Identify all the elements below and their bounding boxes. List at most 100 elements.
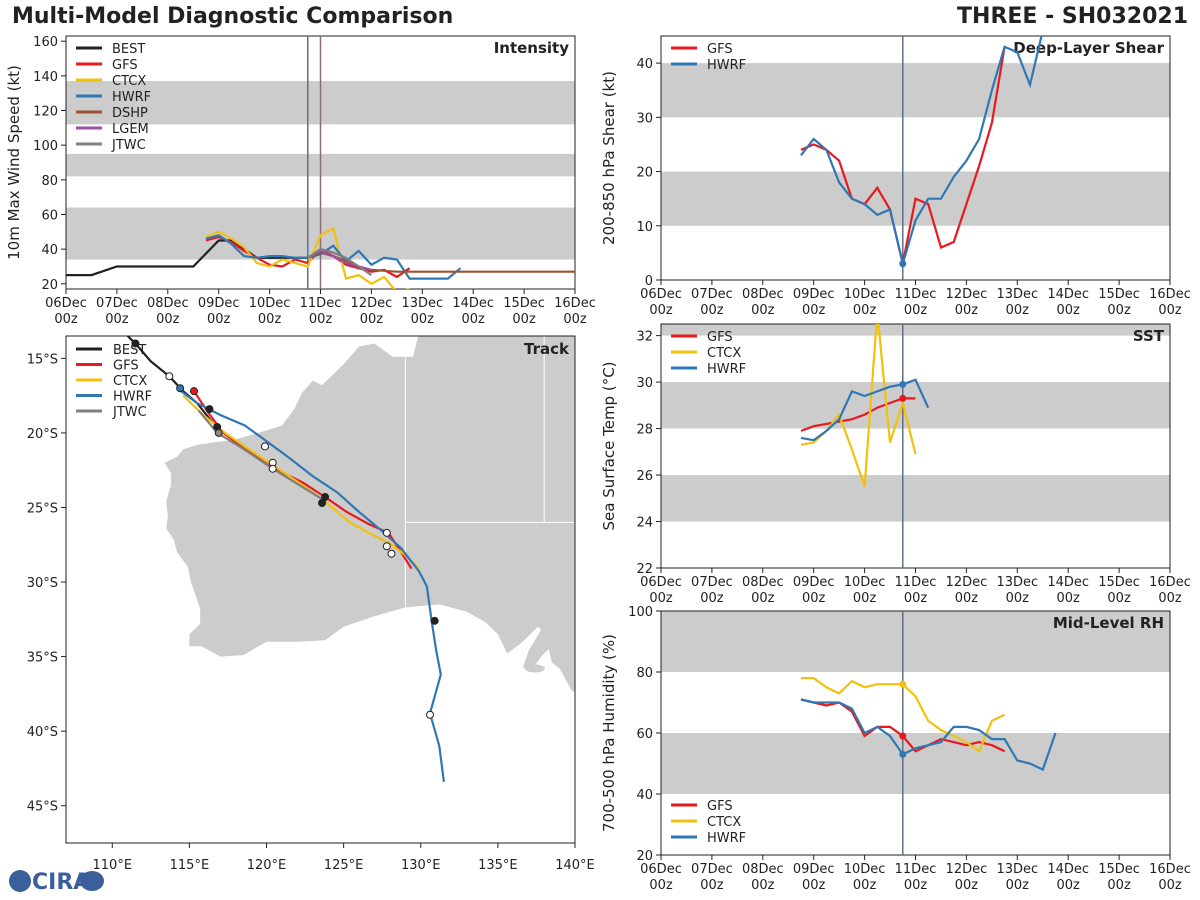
- kangaroo-island-land: [524, 664, 545, 673]
- sst-xtick-label: 07Dec: [691, 575, 733, 590]
- shear-xtick-sub: 00z: [1006, 303, 1030, 318]
- track-point-15: [190, 387, 199, 396]
- shear-xtick-label: 13Dec: [996, 287, 1038, 302]
- shear-xtick-label: 07Dec: [691, 287, 733, 302]
- shear-xtick-sub: 00z: [802, 303, 826, 318]
- intensity-xtick-label: 13Dec: [401, 296, 443, 311]
- track-point-14: [426, 710, 435, 719]
- sst-band-0: [661, 475, 1170, 522]
- rh-xtick-sub: 00z: [1057, 878, 1081, 893]
- rh-series-hwrf: [800, 698, 1057, 772]
- shear-xtick-sub: 00z: [955, 303, 979, 318]
- shear-xtick-sub: 00z: [751, 303, 775, 318]
- intensity-xtick-label: 08Dec: [147, 296, 189, 311]
- intensity-xtick-sub: 00z: [156, 312, 180, 327]
- intensity-ytick-label: 80: [41, 174, 58, 189]
- shear-xtick-sub: 00z: [700, 303, 724, 318]
- track-ytick-label: 15°S: [27, 352, 58, 367]
- track-point-7: [268, 464, 277, 473]
- rh-title: Mid-Level RH: [1053, 614, 1164, 632]
- sst-ytick-label: 26: [636, 469, 653, 484]
- shear-xtick-sub: 00z: [1107, 303, 1131, 318]
- sst-band-1: [661, 382, 1170, 429]
- sst-xtick-label: 15Dec: [1098, 575, 1140, 590]
- sst-xtick-label: 08Dec: [742, 575, 784, 590]
- intensity-xtick-sub: 00z: [309, 312, 333, 327]
- sst-xtick-label: 12Dec: [946, 575, 988, 590]
- track-point-13: [430, 616, 439, 625]
- sst-xtick-sub: 00z: [1006, 591, 1030, 606]
- rh-xtick-label: 16Dec: [1149, 862, 1191, 877]
- track-point-4: [214, 428, 223, 437]
- sst-xtick-sub: 00z: [1107, 591, 1131, 606]
- intensity-xtick-sub: 00z: [207, 312, 231, 327]
- rh-chart: 06Dec00z07Dec00z08Dec00z09Dec00z10Dec00z…: [600, 605, 1191, 893]
- intensity-legend-label-lgem: LGEM: [112, 122, 149, 137]
- intensity-legend-label-jtwc: JTWC: [111, 138, 146, 153]
- sst-xtick-label: 10Dec: [844, 575, 886, 590]
- shear-xtick-sub: 00z: [649, 303, 673, 318]
- rh-xtick-sub: 00z: [853, 878, 877, 893]
- track-map-area: [126, 336, 575, 783]
- australia-land: [164, 336, 575, 693]
- track-xtick-label: 135°E: [478, 858, 518, 873]
- intensity-xtick-label: 11Dec: [300, 296, 342, 311]
- track-point-2: [205, 405, 214, 414]
- intensity-ytick-label: 100: [33, 139, 58, 154]
- sst-chart: 06Dec00z07Dec00z08Dec00z09Dec00z10Dec00z…: [600, 323, 1191, 606]
- sst-xtick-sub: 00z: [853, 591, 877, 606]
- rh-ylabel: 700-500 hPa Humidity (%): [600, 634, 618, 832]
- shear-ytick-label: 20: [636, 166, 653, 181]
- shear-xtick-label: 06Dec: [640, 287, 682, 302]
- rh-ytick-label: 80: [636, 666, 653, 681]
- track-point-11: [382, 542, 391, 551]
- track-point-0: [131, 339, 140, 348]
- track-ytick-label: 30°S: [27, 576, 58, 591]
- figure-title: Multi-Model Diagnostic Comparison: [12, 4, 454, 29]
- rh-xtick-label: 13Dec: [996, 862, 1038, 877]
- track-point-16: [176, 384, 185, 393]
- rh-ytick-label: 20: [636, 849, 653, 864]
- intensity-series-hwrf: [205, 234, 462, 280]
- sst-xtick-sub: 00z: [751, 591, 775, 606]
- rh-legend-label-ctcx: CTCX: [707, 815, 741, 830]
- intensity-xtick-sub: 00z: [360, 312, 384, 327]
- sst-xtick-label: 06Dec: [640, 575, 682, 590]
- rh-band-0: [661, 733, 1170, 794]
- rh-xtick-sub: 00z: [700, 878, 724, 893]
- track-point-12: [387, 549, 396, 558]
- sst-xtick-label: 13Dec: [996, 575, 1038, 590]
- shear-marker-hwrf: [899, 260, 907, 268]
- track-point-9: [318, 499, 327, 508]
- intensity-ytick-label: 120: [33, 105, 58, 120]
- shear-ylabel: 200-850 hPa Shear (kt): [600, 71, 618, 245]
- sst-legend-label-hwrf: HWRF: [707, 362, 746, 377]
- rh-xtick-label: 15Dec: [1098, 862, 1140, 877]
- intensity-xtick-sub: 00z: [411, 312, 435, 327]
- rh-ytick-label: 60: [636, 727, 653, 742]
- intensity-series-group: [66, 226, 575, 289]
- shear-legend-label-gfs: GFS: [707, 42, 733, 57]
- shear-chart: 06Dec00z07Dec00z08Dec00z09Dec00z10Dec00z…: [600, 35, 1191, 318]
- rh-xtick-sub: 00z: [1158, 878, 1182, 893]
- shear-legend-label-hwrf: HWRF: [707, 58, 746, 73]
- sst-xtick-sub: 00z: [904, 591, 928, 606]
- sst-xtick-sub: 00z: [700, 591, 724, 606]
- rh-xtick-label: 06Dec: [640, 862, 682, 877]
- sst-ytick-label: 22: [636, 562, 653, 577]
- sst-ytick-label: 30: [636, 376, 653, 391]
- track-xtick-label: 140°E: [555, 858, 595, 873]
- intensity-ytick-label: 20: [41, 278, 58, 293]
- shear-xtick-sub: 00z: [853, 303, 877, 318]
- intensity-xtick-sub: 00z: [258, 312, 282, 327]
- shear-xtick-label: 16Dec: [1149, 287, 1191, 302]
- intensity-series-jtwc: [307, 247, 373, 277]
- rh-marker-hwrf: [899, 750, 907, 758]
- rh-marker-gfs: [899, 732, 907, 740]
- track-point-1: [165, 372, 174, 381]
- rh-xtick-sub: 00z: [649, 878, 673, 893]
- rh-ytick-label: 100: [628, 605, 653, 620]
- sst-legend-label-gfs: GFS: [707, 330, 733, 345]
- track-frame: [65, 335, 576, 844]
- intensity-title: Intensity: [494, 39, 570, 57]
